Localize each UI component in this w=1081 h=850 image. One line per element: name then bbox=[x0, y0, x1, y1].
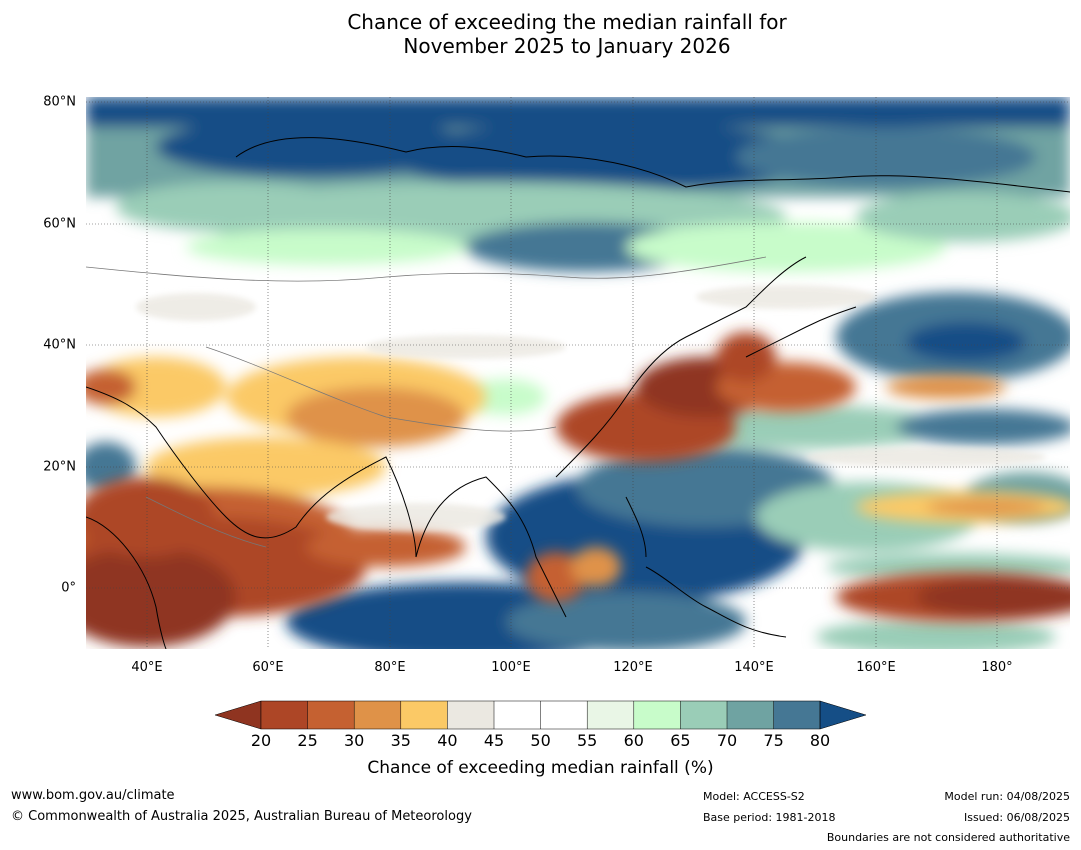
title-line-1: Chance of exceeding the median rainfall … bbox=[347, 10, 787, 34]
model-name: Model: ACCESS-S2 bbox=[703, 790, 805, 803]
issued-date: Issued: 06/08/2025 bbox=[963, 811, 1070, 824]
wet-anomaly-fields bbox=[86, 97, 1070, 649]
title-line-2: November 2025 to January 2026 bbox=[403, 34, 731, 58]
map-canvas bbox=[86, 97, 1070, 649]
lon-label-160e: 160°E bbox=[856, 660, 896, 675]
colorbar-tick: 50 bbox=[530, 731, 551, 750]
colorbar-tick: 40 bbox=[437, 731, 458, 750]
colorbar-extend-low bbox=[214, 700, 262, 730]
lon-label-40e: 40°E bbox=[131, 660, 163, 675]
copyright-text: © Commonwealth of Australia 2025, Austra… bbox=[11, 809, 472, 824]
lat-label-20n: 20°N bbox=[43, 459, 76, 475]
lat-label-40n: 40°N bbox=[43, 337, 76, 353]
dry-anomaly-fields bbox=[86, 332, 1070, 647]
colorbar-bin-70-75 bbox=[727, 701, 774, 729]
lon-label-60e: 60°E bbox=[252, 660, 284, 675]
lat-label-60n: 60°N bbox=[43, 216, 76, 232]
lon-label-180: 180° bbox=[981, 660, 1013, 675]
website-link[interactable]: www.bom.gov.au/climate bbox=[11, 788, 175, 803]
colorbar-bin-20-25 bbox=[261, 701, 308, 729]
boundary-disclaimer: Boundaries are not considered authoritat… bbox=[826, 831, 1070, 844]
colorbar-tick: 30 bbox=[344, 731, 365, 750]
colorbar-bin-30-35 bbox=[354, 701, 401, 729]
colorbar-bin-75-80 bbox=[773, 701, 820, 729]
lat-label-0: 0° bbox=[61, 580, 76, 596]
colorbar-tick: 45 bbox=[483, 731, 505, 750]
lon-label-140e: 140°E bbox=[734, 660, 774, 675]
colorbar-bin-55-60 bbox=[587, 701, 634, 729]
base-period: Base period: 1981-2018 bbox=[703, 811, 836, 824]
colorbar-bin-25-30 bbox=[307, 701, 355, 729]
graticule bbox=[86, 97, 1070, 649]
colorbar-tick: 55 bbox=[577, 731, 598, 750]
map-title: Chance of exceeding the median rainfall … bbox=[0, 10, 1081, 58]
colorbar-bin-45-50 bbox=[494, 701, 541, 729]
colorbar-extend-high bbox=[819, 700, 867, 730]
rainfall-probability-map bbox=[86, 97, 1070, 649]
colorbar-tick: 80 bbox=[809, 731, 831, 750]
colorbar-bin-35-40 bbox=[400, 701, 448, 729]
lat-label-80n: 80°N bbox=[43, 94, 76, 110]
colorbar-tick: 70 bbox=[716, 731, 738, 750]
colorbar-bin-65-70 bbox=[680, 701, 727, 729]
colorbar-tick: 35 bbox=[390, 731, 411, 750]
colorbar-tick: 65 bbox=[670, 731, 691, 750]
model-run-date: Model run: 04/08/2025 bbox=[944, 790, 1070, 803]
lon-label-80e: 80°E bbox=[374, 660, 406, 675]
lon-label-120e: 120°E bbox=[613, 660, 653, 675]
colorbar-bin-40-45 bbox=[447, 701, 494, 729]
lon-label-100e: 100°E bbox=[491, 660, 531, 675]
colorbar-tick: 60 bbox=[623, 731, 644, 750]
colorbar-tick: 25 bbox=[297, 731, 318, 750]
boundaries bbox=[86, 256, 767, 548]
coastlines bbox=[86, 137, 1070, 649]
colorbar-label: Chance of exceeding median rainfall (%) bbox=[367, 758, 714, 778]
neutral-fields bbox=[136, 285, 1046, 531]
colorbar bbox=[214, 700, 867, 730]
colorbar-bin-50-55 bbox=[540, 701, 588, 729]
colorbar-tick: 20 bbox=[250, 731, 272, 750]
colorbar-bin-60-65 bbox=[633, 701, 681, 729]
colorbar-tick: 75 bbox=[763, 731, 784, 750]
